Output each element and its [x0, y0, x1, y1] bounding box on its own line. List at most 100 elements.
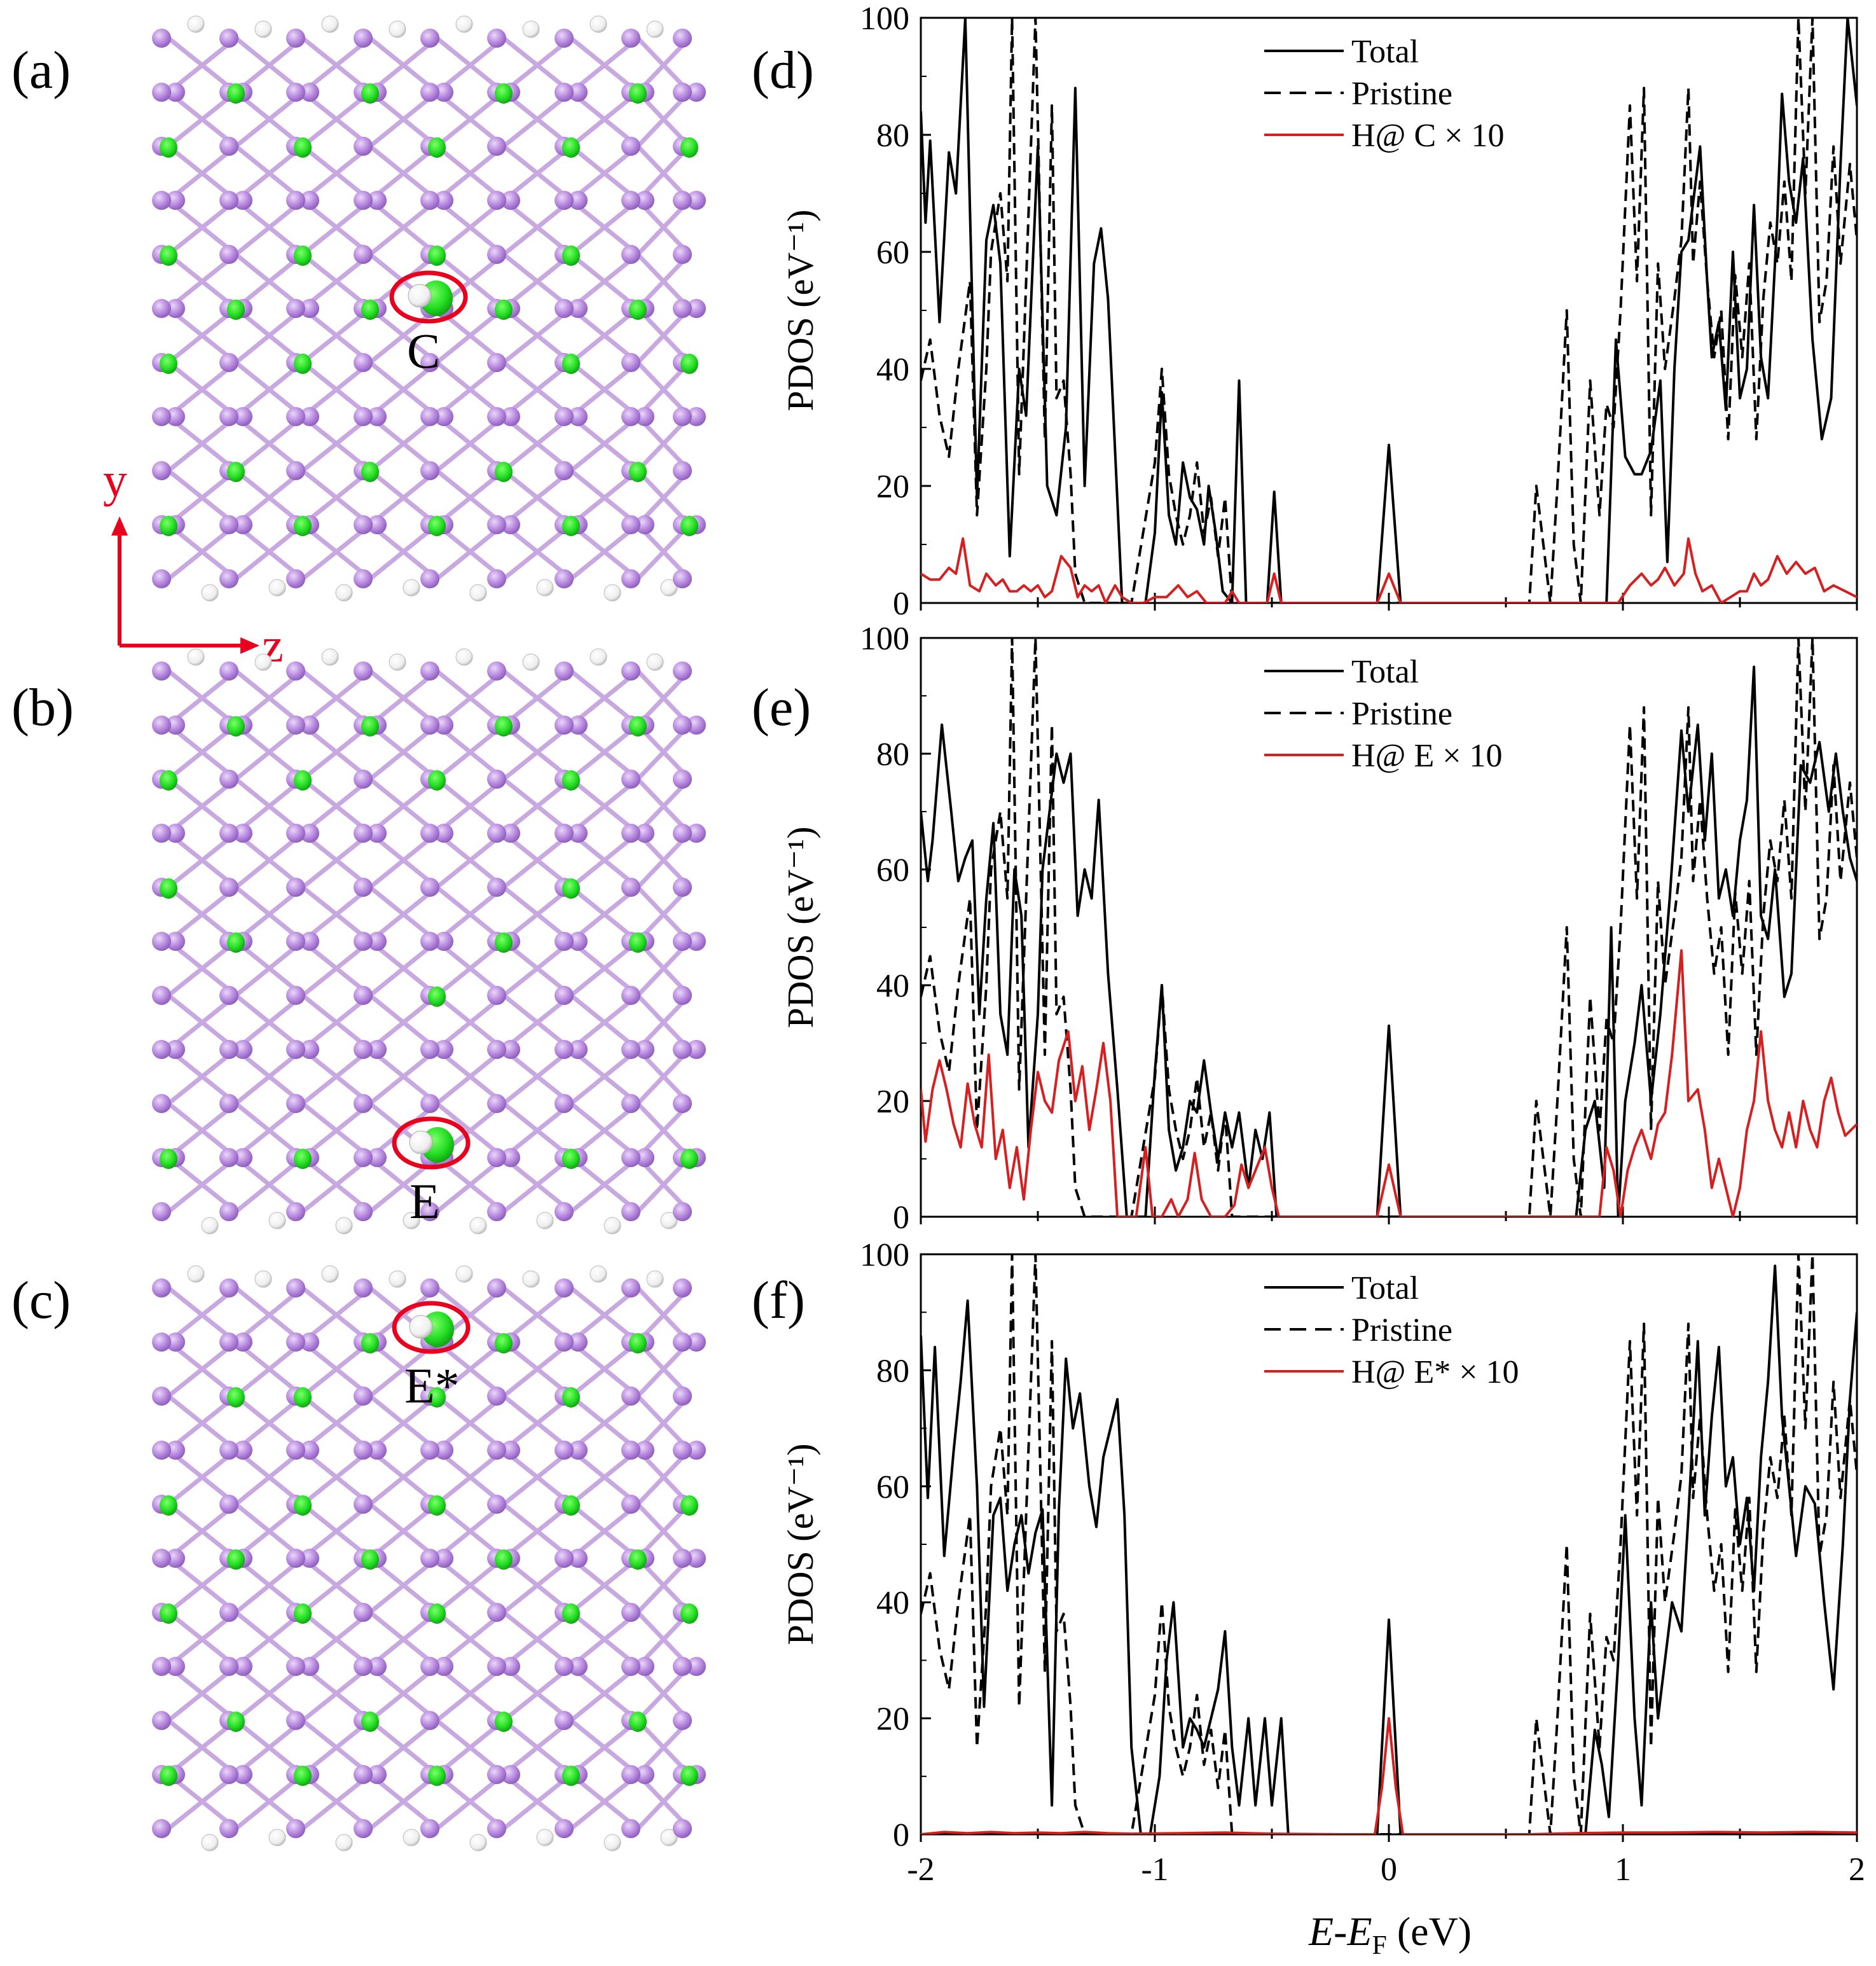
phosphorus-atom: [673, 245, 692, 264]
phosphorus-atom: [555, 299, 574, 318]
phosphorus-atom: [501, 1441, 520, 1460]
charge-blob: [562, 1495, 580, 1516]
bond: [301, 993, 372, 1051]
highlight-circle: [389, 270, 468, 324]
phosphorus-atom: [152, 1819, 171, 1838]
bond: [502, 1340, 573, 1398]
bond: [301, 1719, 372, 1776]
phosphorus-atom: [621, 1765, 640, 1784]
structure-panel-c: (c) E*: [11, 1265, 706, 1852]
phosphorus-atom: [555, 1549, 574, 1568]
bond: [234, 253, 305, 310]
bond: [569, 723, 640, 781]
bond: [234, 885, 305, 943]
bond: [569, 1773, 640, 1831]
bond: [502, 1102, 573, 1160]
phosphorus-atom: [569, 716, 588, 735]
bond: [368, 1502, 439, 1560]
bond: [167, 1048, 238, 1105]
bond: [234, 831, 305, 889]
phosphorus-atom: [420, 353, 439, 372]
phosphorus-atom: [166, 1657, 185, 1676]
charge-blob: [680, 516, 698, 536]
bond: [368, 144, 439, 202]
phosphorus-atom: [673, 1333, 692, 1352]
phosphorus-atom: [569, 1657, 588, 1676]
phosphorus-atom: [152, 569, 171, 588]
bond: [435, 669, 506, 727]
bond: [569, 361, 640, 419]
bond: [368, 669, 439, 727]
phosphorus-atom: [300, 299, 319, 318]
y-tick-label: 0: [893, 1200, 909, 1236]
phosphorus-atom: [434, 932, 453, 951]
charge-blob: [160, 1149, 177, 1169]
phosphorus-atom: [621, 1657, 640, 1676]
bond: [569, 198, 640, 256]
charge-blob: [160, 354, 177, 374]
phosphorus-atom: [555, 1040, 574, 1059]
phosphorus-atom: [354, 878, 373, 897]
phosphorus-atom: [621, 1441, 640, 1460]
phosphorus-atom: [152, 661, 171, 681]
phosphorus-atom: [434, 1040, 453, 1059]
phosphorus-atom: [219, 986, 238, 1005]
legend-label: Pristine: [1351, 76, 1452, 112]
phosphorus-atom: [219, 1148, 238, 1167]
phosphorus-atom: [434, 83, 453, 102]
bond: [569, 1048, 640, 1105]
charge-blob: [294, 1603, 312, 1624]
z-arrowhead-icon: [240, 637, 259, 654]
bond: [167, 1102, 238, 1160]
phosphorus-atom: [569, 407, 588, 426]
panel-label-f: (f): [752, 1271, 805, 1330]
phosphorus-atom: [286, 878, 305, 897]
phosphorus-atom: [354, 770, 373, 789]
bond: [167, 198, 238, 256]
bond: [569, 1394, 640, 1452]
hydrogen-atom: [469, 1217, 487, 1235]
hydrogen-atom: [335, 1217, 353, 1235]
bond: [301, 361, 372, 419]
phosphorus-atom: [487, 661, 506, 681]
phosphorus-atom: [621, 515, 640, 534]
x-tick-label: 1: [1615, 1852, 1631, 1888]
y-tick-label: 60: [876, 235, 909, 271]
bond: [301, 1502, 372, 1560]
charge-blob: [160, 1495, 177, 1516]
highlight-circle: [392, 1116, 471, 1170]
charge-blob: [160, 770, 177, 791]
charge-blob: [294, 1766, 312, 1786]
phosphorus-atom: [152, 83, 171, 102]
phosphorus-atom: [286, 1278, 305, 1298]
bond: [167, 523, 238, 581]
phosphorus-atom: [233, 1148, 252, 1167]
charge-blob: [495, 932, 513, 953]
hydrogen-atom: [335, 584, 353, 602]
phosphorus-atom: [233, 1040, 252, 1059]
bond: [301, 307, 372, 364]
phosphorus-atom: [300, 191, 319, 210]
charge-blob: [227, 83, 245, 104]
hydrogen-atom: [321, 1265, 339, 1283]
phosphorus-atom: [635, 1040, 654, 1059]
bond: [167, 885, 238, 943]
phosphorus-atom: [687, 1040, 706, 1059]
bond: [569, 939, 640, 997]
phosphorus-atom: [487, 1387, 506, 1406]
phosphorus-atom: [354, 1819, 373, 1838]
bond: [502, 723, 573, 781]
phosphorus-atom: [152, 1040, 171, 1059]
bond: [167, 1156, 238, 1214]
charge-blob: [680, 137, 698, 158]
y-tick-label: 100: [860, 1237, 909, 1273]
charge-blob: [361, 716, 379, 737]
phosphorus-atom: [501, 1148, 520, 1167]
bond: [234, 1448, 305, 1506]
charge-blob: [227, 462, 245, 482]
bond: [435, 523, 506, 581]
charge-blob: [562, 516, 580, 536]
bond: [234, 993, 305, 1051]
bond-network: [167, 669, 691, 1214]
bond: [368, 1102, 439, 1160]
